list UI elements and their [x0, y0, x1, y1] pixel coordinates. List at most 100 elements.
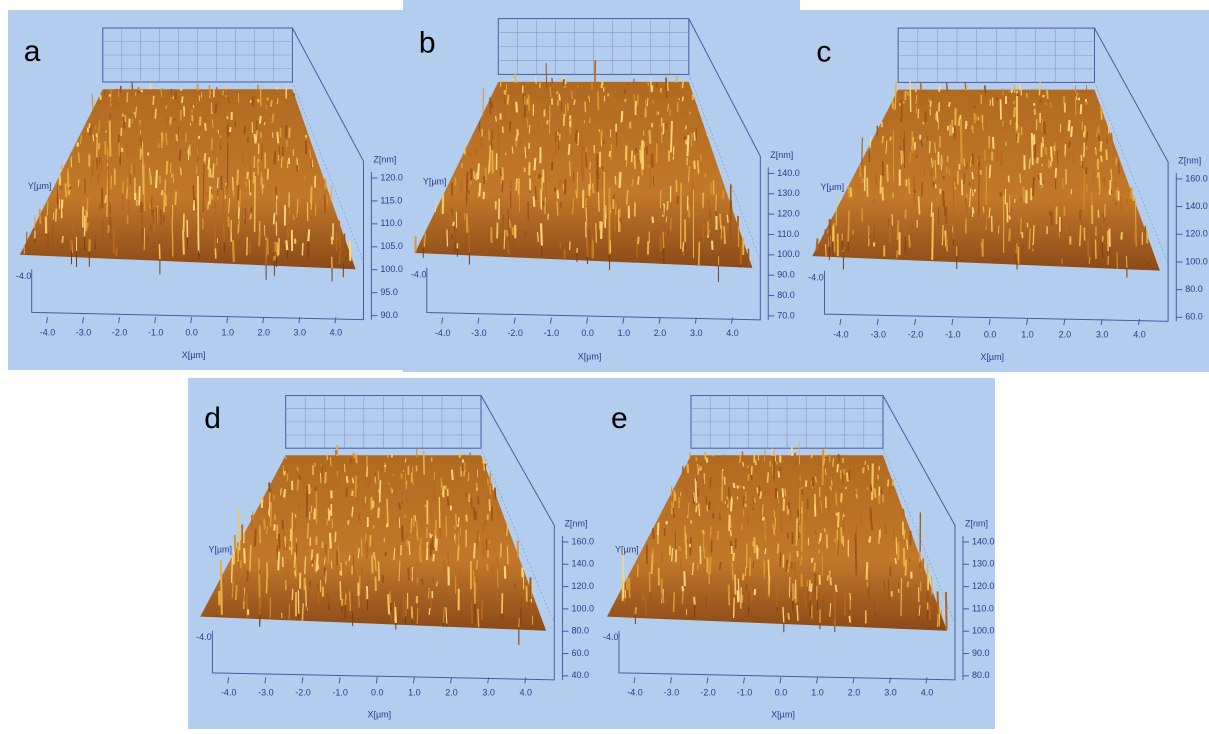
x-tick-label: -3.0: [870, 329, 886, 339]
z-tick-label: 95.0: [380, 287, 398, 297]
x-tick-label: -2.0: [700, 688, 716, 698]
surface-spike: [893, 479, 894, 486]
surface-spike: [383, 574, 384, 583]
surface-spike: [1033, 135, 1034, 145]
surface-spike: [788, 613, 789, 620]
surface-spike: [908, 91, 909, 96]
surface-spike: [698, 160, 699, 173]
surface-spike: [843, 517, 844, 531]
surface-spike: [274, 213, 275, 225]
surface-spike: [947, 83, 948, 91]
surface-spike: [974, 113, 975, 124]
surface-spike: [525, 106, 526, 117]
surface-spike: [1069, 120, 1070, 131]
surface-spike: [939, 85, 940, 92]
surface-spike: [312, 550, 313, 561]
surface-spike: [140, 149, 141, 160]
x-axis-label: X[µm]: [771, 709, 795, 719]
surface-spike: [1099, 190, 1100, 195]
x-tick-label: -3.0: [471, 328, 487, 338]
surface-spike: [489, 540, 490, 544]
surface-spike: [108, 166, 109, 218]
surface-spike: [250, 545, 251, 572]
surface-spike: [397, 545, 398, 555]
surface-spike: [696, 457, 697, 461]
surface-spike: [283, 541, 284, 549]
surface-spike: [311, 187, 312, 204]
surface-spike: [766, 588, 767, 599]
surface-spike: [985, 86, 986, 94]
surface-spike: [485, 167, 486, 180]
surface-spike: [238, 185, 239, 200]
surface-spike: [272, 114, 273, 123]
surface-spike: [469, 580, 470, 588]
surface-spike: [529, 597, 530, 615]
surface-spike: [914, 176, 915, 203]
surface-spike: [329, 510, 330, 519]
surface-spike: [272, 132, 273, 138]
surface-spike: [841, 527, 842, 543]
surface-spike: [875, 489, 876, 498]
surface-spike: [325, 472, 326, 483]
surface-spike: [431, 540, 432, 557]
surface-spike: [1121, 232, 1122, 239]
surface-spike: [350, 458, 351, 463]
surface-spike: [183, 133, 184, 137]
surface-spike: [785, 489, 786, 497]
surface-spike: [615, 204, 616, 214]
surface-spike: [314, 463, 315, 467]
surface-spike: [318, 590, 319, 604]
surface-spike: [507, 230, 508, 236]
x-tick-label: 3.0: [482, 688, 495, 698]
surface-spike: [1020, 83, 1021, 90]
surface-spike: [882, 136, 883, 143]
surface-spike: [487, 508, 488, 511]
surface-spike: [515, 583, 516, 589]
surface-spike: [425, 505, 426, 508]
surface-spike: [250, 100, 251, 103]
surface-spike: [266, 571, 267, 593]
x-tick-label: 4.0: [726, 328, 739, 338]
surface-spike: [949, 102, 950, 107]
surface-spike: [1051, 161, 1052, 167]
surface-spike: [818, 593, 819, 602]
surface-spike: [294, 519, 295, 530]
surface-spike: [828, 575, 829, 580]
y-axis-label: Y[µm]: [28, 181, 52, 191]
surface-spike: [602, 175, 603, 190]
surface-spike: [964, 173, 965, 184]
surface-spike: [340, 581, 341, 600]
surface-spike: [1018, 133, 1019, 143]
x-tick-label: 4.0: [1133, 329, 1146, 339]
surface-spike: [990, 165, 991, 178]
x-axis-label: X[µm]: [578, 351, 602, 361]
surface-spike: [767, 472, 768, 482]
surface-spike: [375, 476, 376, 483]
surface-spike: [682, 586, 683, 591]
surface-spike: [896, 537, 897, 554]
surface-spike: [332, 237, 333, 245]
surface-spike: [576, 190, 577, 198]
x-tick-label: 4.0: [330, 328, 343, 338]
surface-spike: [142, 228, 143, 249]
surface-spike: [543, 201, 544, 207]
x-tick-label: -4.0: [221, 688, 237, 698]
y-tick-label: -4.0: [411, 270, 427, 280]
x-tick-label: 1.0: [221, 328, 234, 338]
surface-spike: [1099, 172, 1100, 190]
surface-spike: [147, 236, 148, 242]
surface-spike: [394, 486, 395, 495]
surface-spike: [284, 471, 285, 475]
panel: bZ[nm]140.0130.0120.0110.0100.090.080.07…: [403, 0, 800, 372]
surface-spike: [274, 495, 275, 500]
surface-spike: [893, 101, 894, 111]
surface-spike: [677, 196, 678, 205]
surface-spike: [325, 567, 326, 575]
surface-spike: [620, 172, 621, 188]
x-tick-label: -1.0: [332, 688, 348, 698]
surface-spike: [598, 91, 599, 110]
surface-spike: [327, 454, 328, 460]
surface-spike: [205, 123, 206, 131]
surface-spike: [876, 174, 877, 186]
surface-spike: [849, 616, 850, 622]
